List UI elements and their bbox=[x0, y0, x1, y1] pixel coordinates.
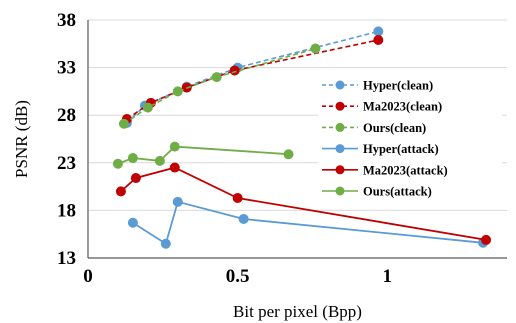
data-point bbox=[283, 149, 294, 160]
legend-label: Ours(attack) bbox=[363, 185, 432, 199]
y-tick-label: 13 bbox=[57, 248, 76, 269]
legend: Hyper(clean) Ma2023(clean) Ours(clean) Hype… bbox=[318, 72, 502, 204]
legend-item: Ma2023(attack) bbox=[322, 163, 448, 177]
x-tick-labels: 0 0.5 1 bbox=[83, 266, 392, 287]
data-point bbox=[142, 102, 153, 113]
series-Hyper(attack) bbox=[127, 196, 489, 249]
legend-box bbox=[318, 72, 502, 204]
series-Ours(clean) bbox=[118, 43, 321, 129]
data-point bbox=[115, 186, 126, 197]
data-point bbox=[229, 65, 240, 76]
data-point bbox=[160, 238, 171, 249]
data-point bbox=[172, 196, 183, 207]
legend-item: Ours(attack) bbox=[322, 185, 432, 199]
legend-swatch-marker bbox=[335, 186, 345, 196]
data-point bbox=[127, 153, 138, 164]
legend-label: Ma2023(attack) bbox=[363, 163, 448, 177]
axes bbox=[87, 20, 507, 259]
y-tick-label: 28 bbox=[57, 105, 76, 126]
series-line bbox=[117, 145, 289, 165]
data-point bbox=[373, 26, 384, 37]
legend-swatch-marker bbox=[335, 122, 345, 132]
y-tick-label: 18 bbox=[57, 200, 76, 221]
legend-label: Ma2023(clean) bbox=[363, 100, 442, 114]
series-line bbox=[123, 47, 316, 125]
y-axis-title: PSNR (dB) bbox=[12, 100, 31, 178]
data-point bbox=[112, 158, 123, 169]
data-point bbox=[127, 217, 138, 228]
series-line bbox=[132, 200, 484, 246]
y-tick-label: 33 bbox=[57, 58, 76, 79]
y-tick-label: 23 bbox=[57, 153, 76, 174]
legend-label: Ours(clean) bbox=[363, 121, 426, 135]
data-point bbox=[373, 34, 384, 45]
x-axis-title: Bit per pixel (Bpp) bbox=[233, 302, 362, 321]
legend-swatch-marker bbox=[335, 144, 345, 154]
data-point bbox=[238, 213, 249, 224]
plot-area bbox=[112, 26, 492, 249]
x-tick-label: 1 bbox=[383, 266, 393, 287]
data-point bbox=[154, 155, 165, 166]
x-tick-label: 0 bbox=[83, 266, 93, 287]
legend-swatch-marker bbox=[335, 80, 345, 90]
legend-swatch-marker bbox=[335, 101, 345, 111]
data-point bbox=[169, 162, 180, 173]
data-point bbox=[211, 72, 222, 83]
legend-label: Hyper(clean) bbox=[363, 79, 433, 93]
data-point bbox=[130, 173, 141, 184]
series-Ma2023(attack) bbox=[115, 162, 492, 245]
x-tick-label: 0.5 bbox=[226, 266, 250, 287]
data-point bbox=[232, 193, 243, 204]
legend-swatch-marker bbox=[335, 165, 345, 175]
legend-item: Ours(clean) bbox=[322, 121, 426, 135]
legend-item: Hyper(clean) bbox=[322, 79, 433, 93]
legend-item: Ma2023(clean) bbox=[322, 100, 442, 114]
legend-label: Hyper(attack) bbox=[363, 142, 439, 156]
data-point bbox=[172, 86, 183, 97]
y-tick-label: 38 bbox=[57, 10, 76, 31]
series-line bbox=[126, 30, 379, 124]
legend-item: Hyper(attack) bbox=[322, 142, 439, 156]
data-point bbox=[481, 234, 492, 245]
series-Ours(attack) bbox=[112, 141, 294, 169]
data-point bbox=[118, 118, 129, 129]
data-point bbox=[169, 141, 180, 152]
data-point bbox=[310, 43, 321, 54]
y-tick-labels: 13 18 23 28 33 38 bbox=[57, 10, 76, 269]
